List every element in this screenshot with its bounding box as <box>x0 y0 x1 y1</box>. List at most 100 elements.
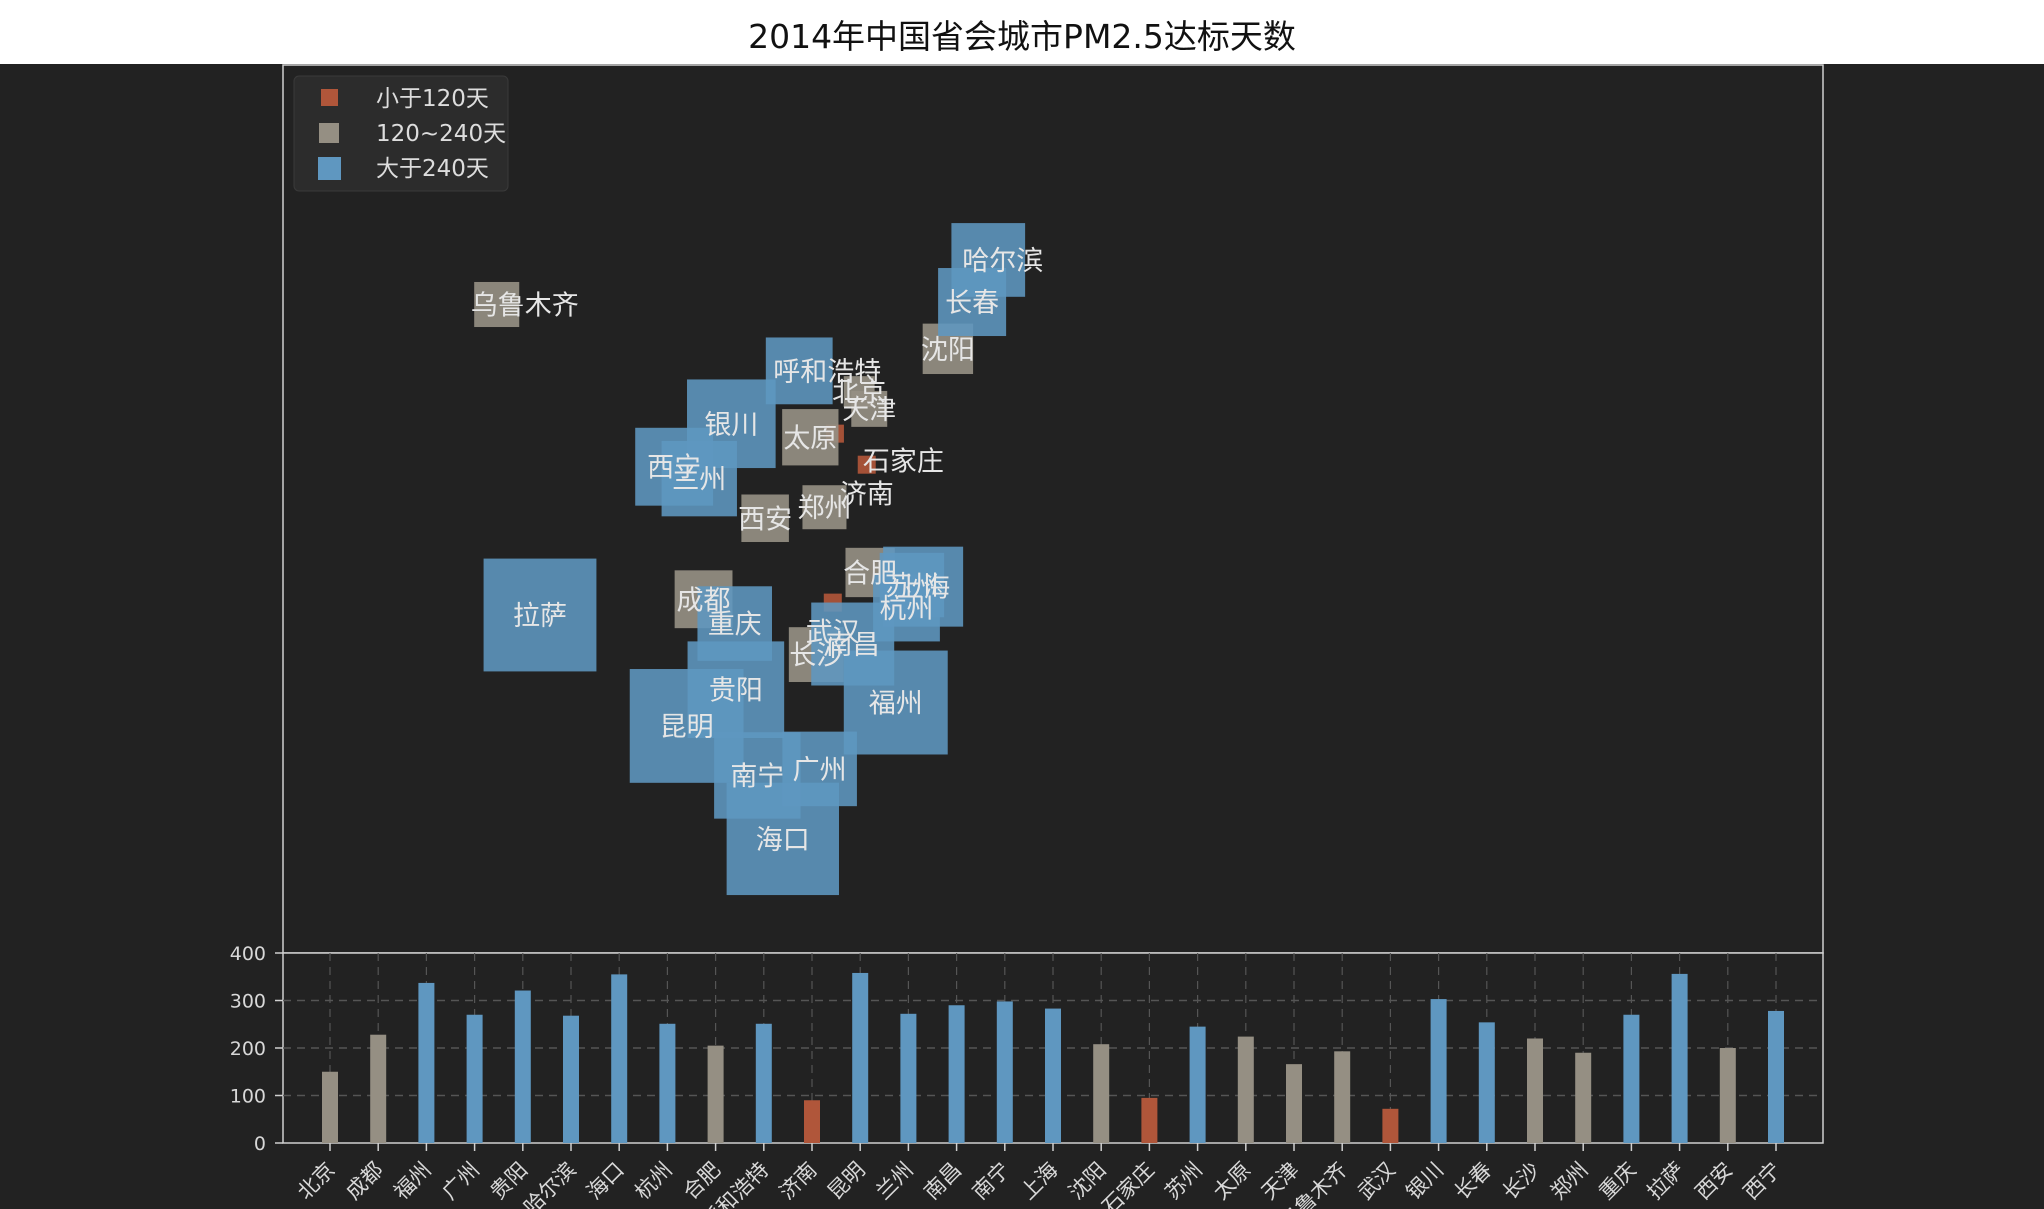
bar-y-tick-label: 400 <box>230 943 266 965</box>
bars <box>322 972 1784 1143</box>
bar <box>1575 1052 1592 1143</box>
map-point-label: 南昌 <box>826 630 880 661</box>
bar-x-tick-label: 拉萨 <box>1642 1158 1689 1205</box>
bar-x-tick-label: 苏州 <box>1160 1158 1207 1205</box>
bar-x-tick-label: 海口 <box>582 1158 629 1205</box>
bar <box>563 1015 579 1143</box>
map-point <box>782 409 839 466</box>
map-point-label: 成都 <box>677 585 731 616</box>
bar <box>1286 1064 1302 1143</box>
bar-x-tick-label: 上海 <box>1016 1158 1063 1205</box>
bar-x-tick-label: 广州 <box>437 1158 484 1205</box>
map-points <box>474 223 1026 896</box>
map-point-label: 武汉 <box>806 618 860 649</box>
bar-x-tick-label: 成都 <box>341 1158 388 1205</box>
bar <box>659 1023 676 1143</box>
chart-title: 2014年中国省会城市PM2.5达标天数 <box>748 17 1296 56</box>
bar-x-tick-label: 长沙 <box>1498 1158 1545 1205</box>
bar-x-tick-label: 石家庄 <box>1097 1158 1159 1209</box>
map-point-label: 海口 <box>756 825 810 856</box>
bar-x-tick-label: 太原 <box>1209 1158 1256 1205</box>
bar-y-tick-label: 0 <box>254 1133 266 1155</box>
bar-x-tick-label: 南宁 <box>968 1158 1015 1205</box>
bar-x-tick-label: 郑州 <box>1546 1158 1593 1205</box>
bar <box>466 1014 483 1143</box>
bar-x-tick-label: 哈尔滨 <box>519 1158 581 1209</box>
bar-x-tick-label: 长春 <box>1450 1158 1497 1205</box>
legend-label-low: 小于120天 <box>376 86 489 112</box>
map-point <box>843 650 948 755</box>
map-point <box>629 669 744 783</box>
bar-y-tick-label: 100 <box>230 1086 266 1108</box>
bar <box>1768 1010 1784 1143</box>
bar-y-tick-label: 200 <box>230 1038 266 1060</box>
map-point-label: 银川 <box>704 410 758 441</box>
map-point <box>802 485 847 530</box>
map-point-label: 杭州 <box>879 594 933 625</box>
bar <box>1334 1051 1351 1143</box>
bar-y-ticks: 0 100 200 300 400 <box>230 943 283 1155</box>
bar <box>514 990 531 1143</box>
legend: 小于120天 120~240天 大于240天 <box>293 75 509 192</box>
bar <box>418 982 435 1143</box>
bar <box>1623 1014 1640 1143</box>
bar <box>707 1045 724 1143</box>
map-point-label: 济南 <box>840 480 894 511</box>
bar <box>611 974 628 1143</box>
map-point-label: 苏州 <box>885 571 939 602</box>
legend-swatch-mid <box>319 123 339 143</box>
bar-x-tick-label: 西宁 <box>1739 1158 1786 1205</box>
bar <box>1430 999 1447 1143</box>
bar <box>948 1005 965 1143</box>
map-point-label: 长沙 <box>789 641 843 672</box>
map-point <box>857 455 876 474</box>
bar-x-tick-label: 济南 <box>775 1158 822 1205</box>
map-point-label: 南宁 <box>730 761 784 792</box>
map-point-label: 乌鲁木齐 <box>471 291 579 322</box>
map-point-label: 太原 <box>783 423 837 454</box>
bar <box>1189 1026 1206 1143</box>
bar-x-tick-label: 兰州 <box>871 1158 918 1205</box>
map-point-label: 呼和浩特 <box>773 357 881 388</box>
map-point-label: 福州 <box>869 689 923 720</box>
bar-x-tick-label: 武汉 <box>1353 1158 1400 1205</box>
bar <box>996 1001 1013 1143</box>
bar <box>322 1071 338 1143</box>
bar <box>1093 1044 1110 1143</box>
map-axes-frame <box>282 64 1824 954</box>
legend-label-mid: 120~240天 <box>376 121 506 147</box>
bar-y-tick-label: 300 <box>230 991 266 1013</box>
map-point-label: 天津 <box>842 395 896 426</box>
map-point <box>883 546 964 627</box>
bar-x-tick-label: 福州 <box>389 1158 436 1205</box>
map-point-label: 广州 <box>793 755 847 786</box>
map-point-label: 拉萨 <box>513 601 567 632</box>
bar <box>1045 1008 1061 1143</box>
map-point <box>474 281 520 328</box>
bar <box>852 972 869 1143</box>
bar-x-tick-label: 杭州 <box>630 1158 677 1205</box>
bar-x-tick-label: 重庆 <box>1594 1158 1641 1205</box>
bar <box>1478 1022 1495 1143</box>
map-point-label: 西安 <box>738 504 792 535</box>
map-point-label: 上海 <box>896 573 950 604</box>
bar <box>1382 1108 1399 1143</box>
bar-x-tick-label: 北京 <box>293 1158 340 1205</box>
bar <box>370 1034 387 1143</box>
bar <box>1237 1036 1254 1143</box>
bar <box>804 1100 820 1143</box>
map-point-label: 石家庄 <box>863 447 944 478</box>
map-point-label: 郑州 <box>797 493 851 524</box>
bar-x-tick-label: 南昌 <box>919 1158 966 1205</box>
legend-label-high: 大于240天 <box>376 156 489 182</box>
map-point <box>726 782 839 896</box>
legend-swatch-low <box>321 89 338 106</box>
bar <box>755 1023 772 1143</box>
map-point-label: 北京 <box>832 378 886 409</box>
legend-swatch-high <box>318 157 341 180</box>
map-point <box>741 494 789 543</box>
bar <box>1719 1048 1736 1143</box>
